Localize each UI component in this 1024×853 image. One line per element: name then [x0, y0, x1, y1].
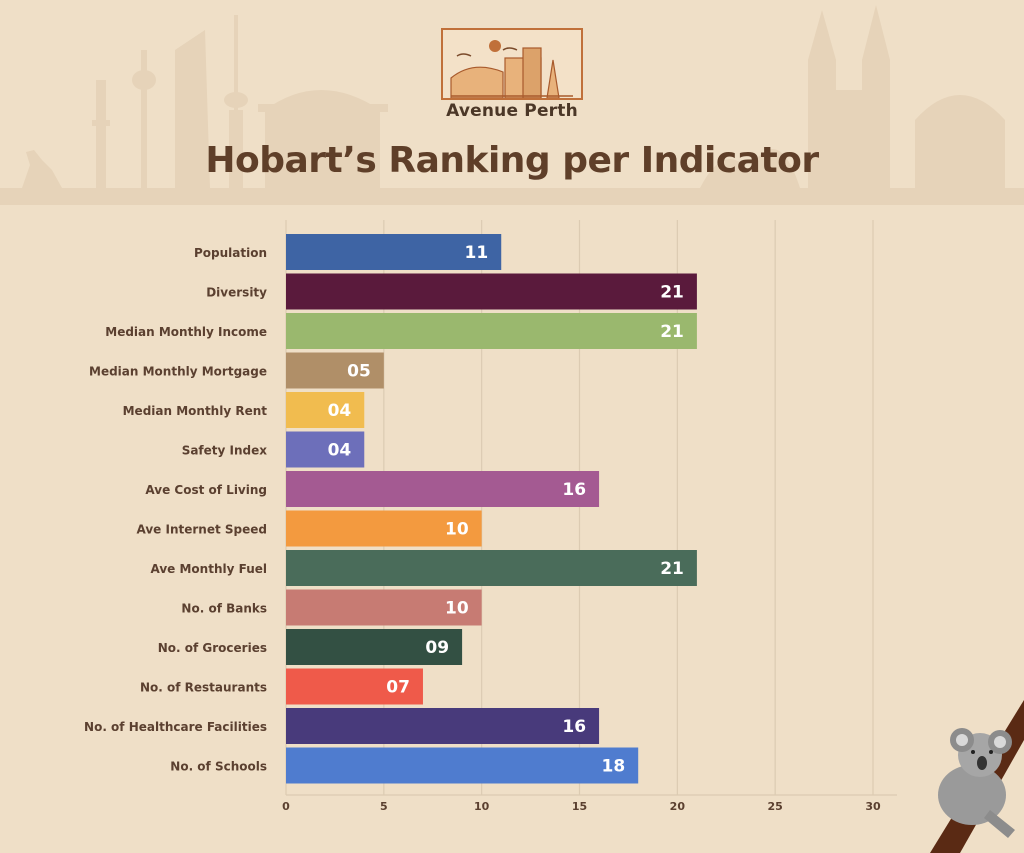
brand-logo: Avenue Perth — [441, 28, 583, 126]
bar — [286, 708, 600, 744]
bar-value-label: 16 — [562, 717, 586, 737]
category-label: Safety Index — [182, 444, 268, 458]
bar-value-label: 18 — [602, 757, 626, 777]
x-tick-label: 20 — [670, 800, 686, 813]
bar — [286, 352, 384, 389]
x-tick-label: 15 — [572, 800, 587, 813]
bar — [286, 234, 502, 270]
bar — [286, 668, 423, 705]
bar-value-label: 10 — [445, 520, 469, 540]
city-illustration-icon — [450, 40, 573, 99]
bar — [286, 629, 463, 665]
x-tick-label: 0 — [282, 800, 290, 813]
x-tick-label: 5 — [380, 800, 388, 813]
bar-value-label: 04 — [328, 441, 352, 461]
bar — [286, 273, 697, 310]
chart-title: Hobart’s Ranking per Indicator — [205, 140, 819, 181]
bar — [286, 471, 600, 507]
bar-value-label: 10 — [445, 599, 469, 619]
bar-value-label: 05 — [347, 362, 371, 382]
bar — [286, 510, 482, 547]
category-label: Median Monthly Rent — [123, 404, 268, 418]
bar-value-label: 21 — [660, 559, 684, 579]
bar-value-label: 21 — [660, 322, 684, 342]
category-label: No. of Restaurants — [140, 681, 267, 695]
category-label: No. of Schools — [170, 760, 267, 774]
category-label: Median Monthly Mortgage — [89, 365, 267, 379]
skyline-background — [0, 5, 1024, 205]
bar-value-label: 09 — [425, 638, 449, 658]
bar — [286, 550, 697, 586]
bar-value-label: 04 — [328, 401, 352, 421]
bar-value-label: 16 — [562, 480, 586, 500]
category-label: Ave Cost of Living — [145, 483, 267, 497]
bar — [286, 589, 482, 626]
bar — [286, 313, 697, 349]
bar — [286, 392, 365, 428]
category-label: Population — [194, 246, 267, 260]
category-label: Median Monthly Income — [105, 325, 267, 339]
bar-value-label: 07 — [386, 678, 410, 698]
bars: 11 21 21 05 04 04 16 10 21 10 09 07 16 18 — [286, 234, 697, 784]
category-label: Ave Monthly Fuel — [150, 562, 267, 576]
x-axis: 0 5 10 15 20 25 30 — [282, 800, 881, 813]
category-label: Diversity — [206, 286, 267, 300]
x-tick-label: 25 — [768, 800, 783, 813]
x-tick-label: 10 — [474, 800, 490, 813]
bar-value-label: 21 — [660, 283, 684, 303]
koala-illustration — [930, 700, 1024, 853]
category-label: No. of Groceries — [158, 641, 267, 655]
bar — [286, 747, 639, 784]
brand-name: Avenue Perth — [446, 101, 578, 121]
x-tick-label: 30 — [865, 800, 881, 813]
category-label: No. of Banks — [181, 602, 267, 616]
category-label: No. of Healthcare Facilities — [84, 720, 267, 734]
category-label: Ave Internet Speed — [137, 523, 268, 537]
logo-frame — [441, 28, 583, 100]
bar — [286, 431, 365, 468]
category-labels: Population Diversity Median Monthly Income… — [84, 246, 267, 774]
bar-value-label: 11 — [465, 243, 489, 263]
